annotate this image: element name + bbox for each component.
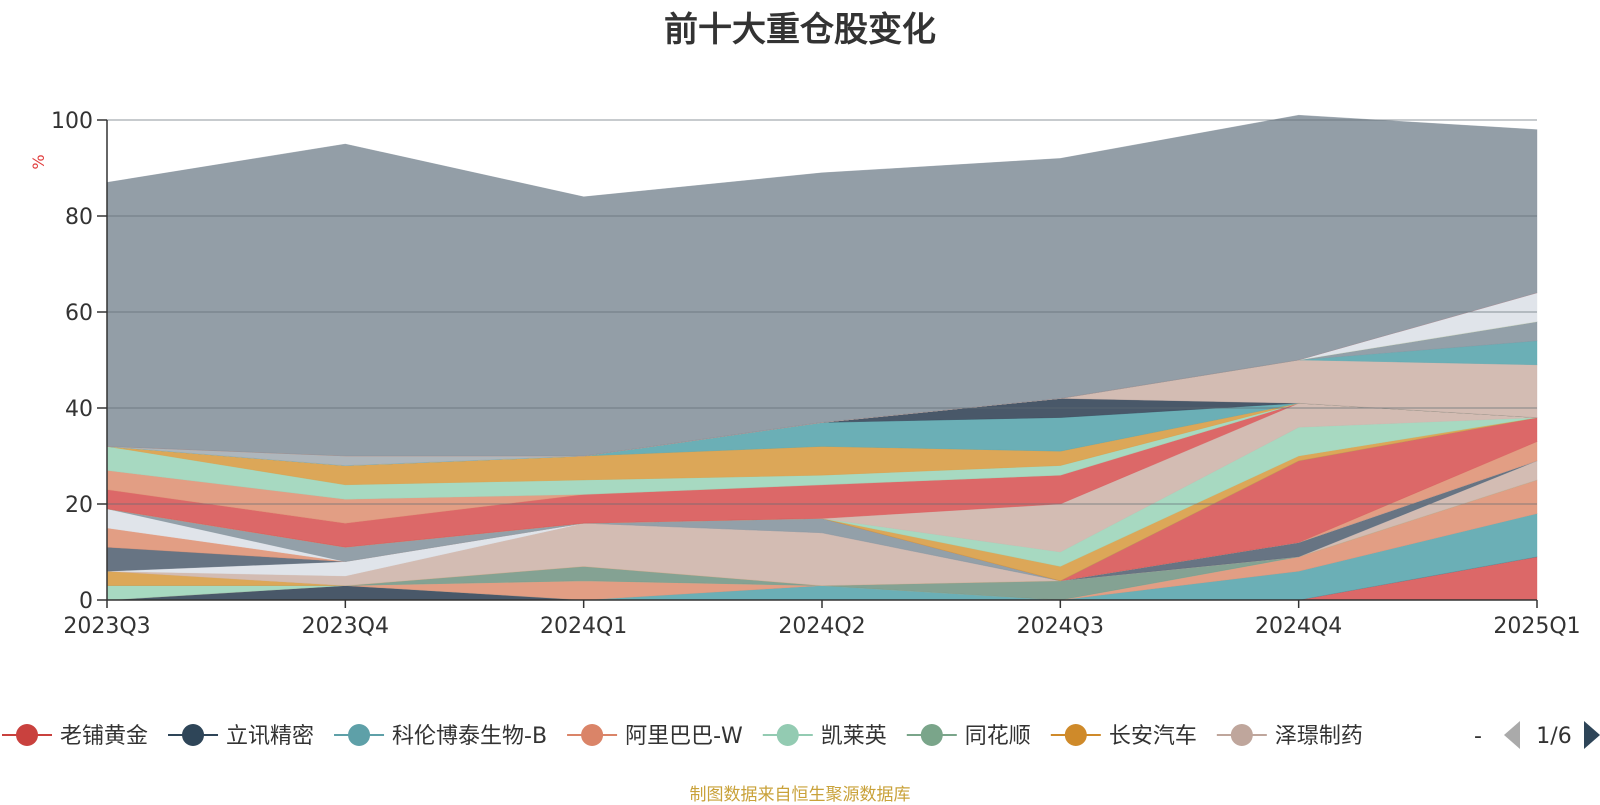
legend-label: 凯莱英 [821, 724, 887, 749]
x-tick-label: 2024Q3 [1017, 614, 1104, 639]
legend-label: 阿里巴巴-W [625, 724, 743, 749]
legend-item[interactable]: 泽璟制药 [1216, 724, 1363, 749]
legend-item[interactable]: 阿里巴巴-W [567, 724, 743, 749]
y-tick-label: 80 [65, 205, 93, 230]
legend-label: 科伦博泰生物-B [392, 724, 547, 749]
x-tick-label: 2025Q1 [1493, 614, 1580, 639]
legend-prev-page-icon[interactable] [1504, 721, 1520, 749]
legend-label: 老铺黄金 [60, 724, 148, 749]
source-note: 制图数据来自恒生聚源数据库 [689, 785, 911, 805]
legend-label: 长安汽车 [1109, 724, 1197, 749]
x-tick-label: 2024Q4 [1255, 614, 1342, 639]
legend-next-page-icon[interactable] [1584, 721, 1600, 749]
legend: 老铺黄金 立讯精密 科伦博泰生物-B 阿里巴巴-W 凯莱英 同花顺 长安汽车 泽璟制药 - 1/6 [2, 721, 1600, 749]
legend-item[interactable]: 凯莱英 [762, 724, 887, 749]
legend-page-indicator: 1/6 [1536, 724, 1571, 749]
chart-title: 前十大重仓股变化 [664, 10, 936, 50]
stacked-areas [106, 114, 1538, 601]
legend-item[interactable]: 长安汽车 [1050, 724, 1197, 749]
y-axis-label: % [29, 154, 48, 169]
legend-item[interactable]: 科伦博泰生物-B [334, 724, 547, 749]
axes: 0 20 40 60 80 100 2023Q3 2023Q4 2024Q1 2024Q2 2024… [51, 109, 1581, 639]
y-tick-label: 60 [65, 301, 93, 326]
x-tick-label: 2023Q3 [63, 614, 150, 639]
legend-label: 泽璟制药 [1275, 724, 1363, 749]
legend-more: - [1474, 724, 1482, 749]
y-tick-label: 100 [51, 109, 93, 134]
x-tick-label: 2024Q2 [778, 614, 865, 639]
legend-item[interactable]: 立讯精密 [168, 724, 314, 749]
x-tick-label: 2024Q1 [540, 614, 627, 639]
area-series-36 [106, 114, 1538, 457]
y-tick-label: 0 [79, 589, 93, 614]
legend-item[interactable]: 老铺黄金 [2, 724, 148, 749]
grid-lines [107, 119, 1537, 505]
y-tick-label: 40 [65, 397, 93, 422]
legend-label: 立讯精密 [226, 724, 314, 749]
legend-label: 同花顺 [965, 724, 1031, 749]
x-tick-label: 2023Q4 [302, 614, 389, 639]
y-tick-label: 20 [65, 493, 93, 518]
legend-item[interactable]: 同花顺 [906, 724, 1031, 749]
